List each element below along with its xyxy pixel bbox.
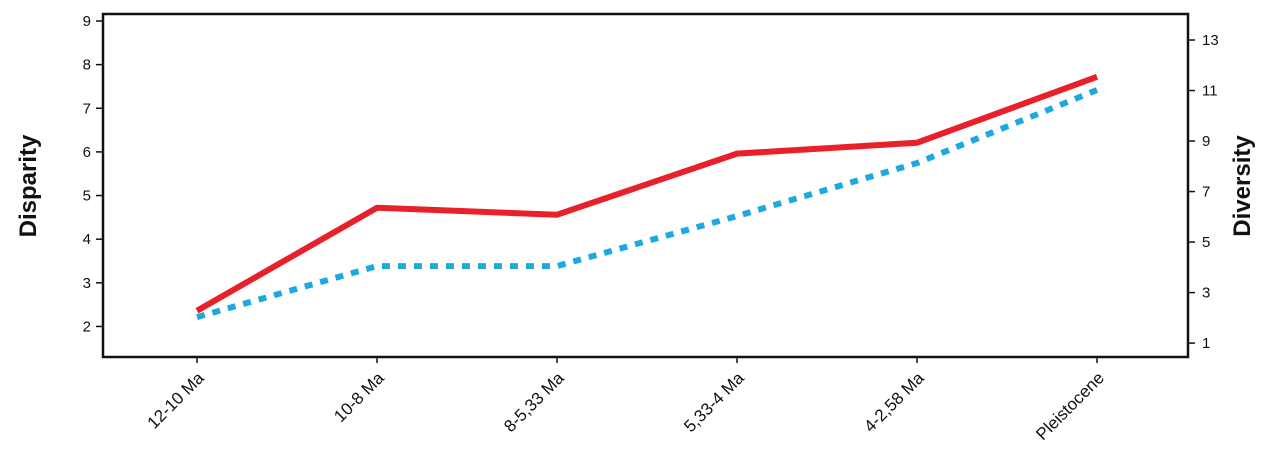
x-tick-label: 8-5,33 Ma [500,368,568,436]
x-tick-label: 5,33-4 Ma [680,368,748,436]
y-tick-label: 4 [83,231,91,248]
y2-tick-label: 5 [1202,234,1210,251]
x-tick-label: 12-10 Ma [144,368,209,433]
plot-frame [101,12,1190,359]
series-line [196,87,1099,320]
y2-tick-label: 13 [1202,32,1219,49]
y-tick-label: 8 [83,57,91,74]
x-tick-label: Pleistocene [1032,368,1108,444]
x-tick-label: 4-2,58 Ma [860,368,928,436]
y2-axis-label: Diversity [1229,135,1256,237]
y-tick-label: 7 [83,100,91,117]
series-line [195,74,1099,314]
y-tick-label: 5 [83,188,91,205]
x-tick-label: 10-8 Ma [330,368,388,426]
y2-tick-label: 7 [1202,184,1210,201]
y-axis-label: Disparity [15,134,42,237]
y2-tick-label: 3 [1202,285,1210,302]
y-tick-label: 2 [83,318,91,335]
y2-tick-label: 1 [1202,335,1210,352]
y-tick-label: 9 [83,13,91,30]
y2-tick-label: 9 [1202,133,1210,150]
y-tick-label: 3 [83,275,91,292]
y2-tick-label: 11 [1202,83,1218,100]
y-tick-label: 6 [83,144,91,161]
